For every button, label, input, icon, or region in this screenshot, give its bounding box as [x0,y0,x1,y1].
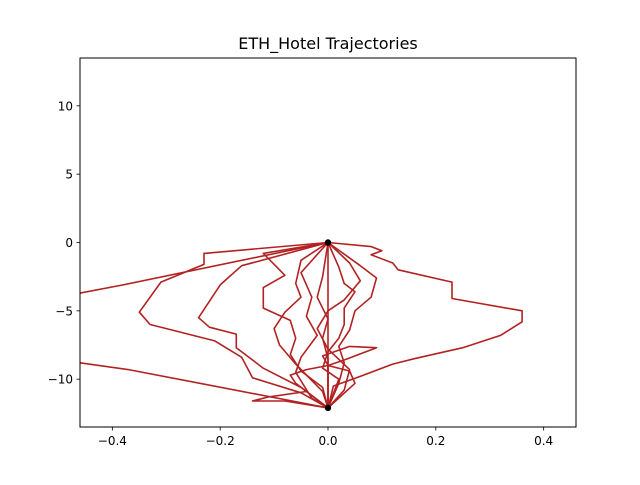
trajectory-line-16 [316,241,362,409]
series-layer [80,241,523,409]
trajectory-line-4 [80,362,329,409]
trajectory-line-13 [289,364,356,409]
start-point-marker [324,239,332,246]
y-axis: 10 5 0 −5 −10 [48,99,80,387]
trajectory-line-3 [80,241,329,294]
y-tick-label: 0 [65,236,73,250]
y-tick-label: 10 [58,99,73,113]
trajectory-line-7 [273,241,329,409]
y-tick-label: 5 [65,168,73,182]
y-tick-label: −10 [48,373,73,387]
chart-title: ETH_Hotel Trajectories [238,34,418,54]
x-tick-label: 0.2 [426,434,445,448]
x-tick-label: 0.4 [534,434,553,448]
x-tick-label: 0.0 [318,434,337,448]
trajectory-line-5 [197,241,329,409]
trajectory-line-2 [138,241,329,409]
trajectory-line-9 [327,241,378,409]
x-axis: −0.4 −0.2 0.0 0.2 0.4 [98,427,553,448]
trajectory-line-14 [321,345,378,408]
end-point-marker [324,404,332,412]
trajectory-line-1 [327,241,523,409]
marker-layer [324,239,332,412]
x-tick-label: −0.4 [98,434,127,448]
y-tick-label: −5 [55,304,73,318]
trajectory-line-15 [294,241,329,409]
x-tick-label: −0.2 [206,434,235,448]
